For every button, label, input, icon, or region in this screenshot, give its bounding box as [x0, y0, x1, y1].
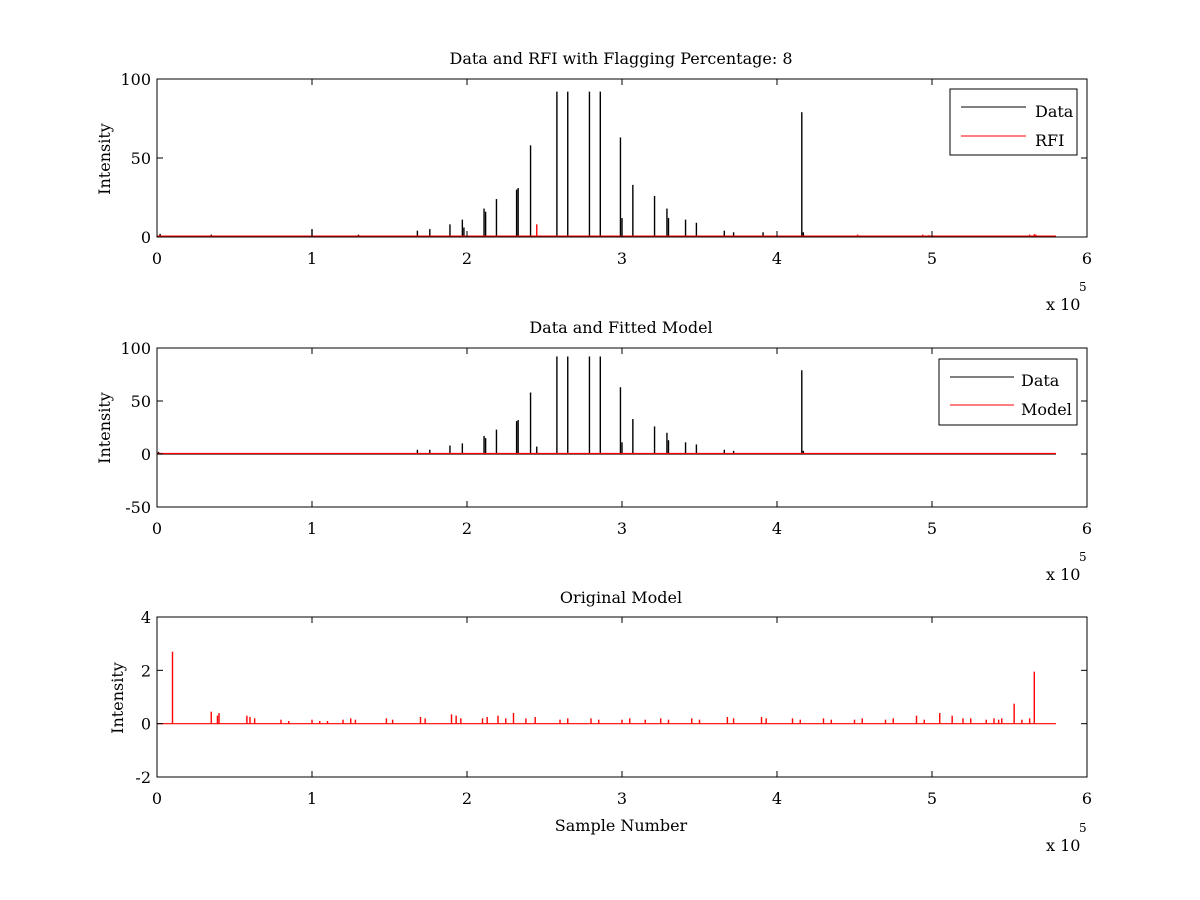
x-tick-label: 6 — [1082, 519, 1092, 538]
x-multiplier-exponent: 5 — [1079, 280, 1087, 294]
legend-box — [938, 358, 1078, 426]
x-tick-label: 0 — [152, 249, 162, 268]
x-tick-label: 2 — [462, 789, 472, 808]
x-tick-label: 2 — [462, 519, 472, 538]
y-tick-label: 50 — [131, 392, 151, 411]
y-tick-label: 50 — [131, 149, 151, 168]
panel-title: Data and Fitted Model — [529, 318, 712, 337]
x-tick-label: 4 — [772, 789, 782, 808]
x-ticks: 0 1 2 3 4 5 6 — [152, 348, 1092, 538]
legend-label-rfi: RFI — [1035, 131, 1064, 150]
x-tick-label: 5 — [927, 789, 937, 808]
y-tick-label: 100 — [120, 70, 151, 89]
x-tick-label: 1 — [307, 519, 317, 538]
x-tick-label: 3 — [617, 789, 627, 808]
x-tick-label: 2 — [462, 249, 472, 268]
series-marks — [157, 651, 1056, 725]
series-model-trace — [157, 651, 1056, 725]
y-axis-label: Intensity — [108, 662, 127, 734]
x-ticks: 0 1 2 3 4 5 6 — [152, 79, 1092, 268]
y-axis-label: Intensity — [95, 392, 114, 464]
panel-title: Original Model — [560, 588, 682, 607]
x-axis-label: Sample Number — [555, 816, 688, 835]
x-ticks: 0 1 2 3 4 5 6 — [152, 617, 1092, 808]
x-tick-label: 0 — [152, 789, 162, 808]
series-marks — [157, 356, 1056, 455]
x-tick-label: 3 — [617, 519, 627, 538]
series-marks — [157, 91, 1056, 237]
legend-box — [949, 88, 1078, 156]
x-tick-label: 3 — [617, 249, 627, 268]
panel-title: Data and RFI with Flagging Percentage: 8 — [449, 49, 792, 68]
series-rfi — [157, 224, 1056, 237]
x-tick-label: 6 — [1082, 249, 1092, 268]
x-tick-label: 4 — [772, 519, 782, 538]
y-ticks: -2 0 2 4 — [135, 608, 1087, 787]
x-multiplier: x 10 — [1046, 836, 1080, 855]
panel-data-and-rfi: Data and RFI with Flagging Percentage: 8… — [95, 49, 1092, 314]
series-data — [157, 91, 1056, 237]
x-multiplier: x 10 — [1046, 565, 1080, 584]
plot-frame — [156, 78, 1088, 238]
plot-frame — [156, 616, 1088, 778]
legend-label-model: Model — [1021, 400, 1072, 419]
x-tick-label: 0 — [152, 519, 162, 538]
x-tick-label: 6 — [1082, 789, 1092, 808]
y-tick-label: 0 — [141, 715, 151, 734]
x-tick-label: 5 — [927, 249, 937, 268]
y-ticks: -50 0 50 100 — [120, 339, 1087, 517]
y-tick-label: 100 — [120, 339, 151, 358]
legend-label-data: Data — [1035, 102, 1074, 121]
y-tick-label: 0 — [141, 228, 151, 247]
x-multiplier-exponent: 5 — [1079, 550, 1087, 564]
y-ticks: 0 50 100 — [120, 70, 1087, 247]
x-tick-label: 1 — [307, 789, 317, 808]
x-tick-label: 5 — [927, 519, 937, 538]
x-multiplier: x 10 — [1046, 295, 1080, 314]
y-tick-label: 4 — [141, 608, 151, 627]
y-tick-label: 2 — [141, 661, 151, 680]
legend-label-data: Data — [1021, 371, 1060, 390]
y-tick-label: 0 — [141, 445, 151, 464]
x-tick-label: 4 — [772, 249, 782, 268]
x-multiplier-exponent: 5 — [1079, 821, 1087, 835]
y-axis-label: Intensity — [95, 123, 114, 195]
legend: Data RFI — [949, 88, 1078, 156]
y-tick-label: -50 — [125, 498, 151, 517]
legend: Data Model — [938, 358, 1078, 426]
y-tick-label: -2 — [135, 768, 151, 787]
series-data — [157, 356, 1056, 455]
x-tick-label: 1 — [307, 249, 317, 268]
